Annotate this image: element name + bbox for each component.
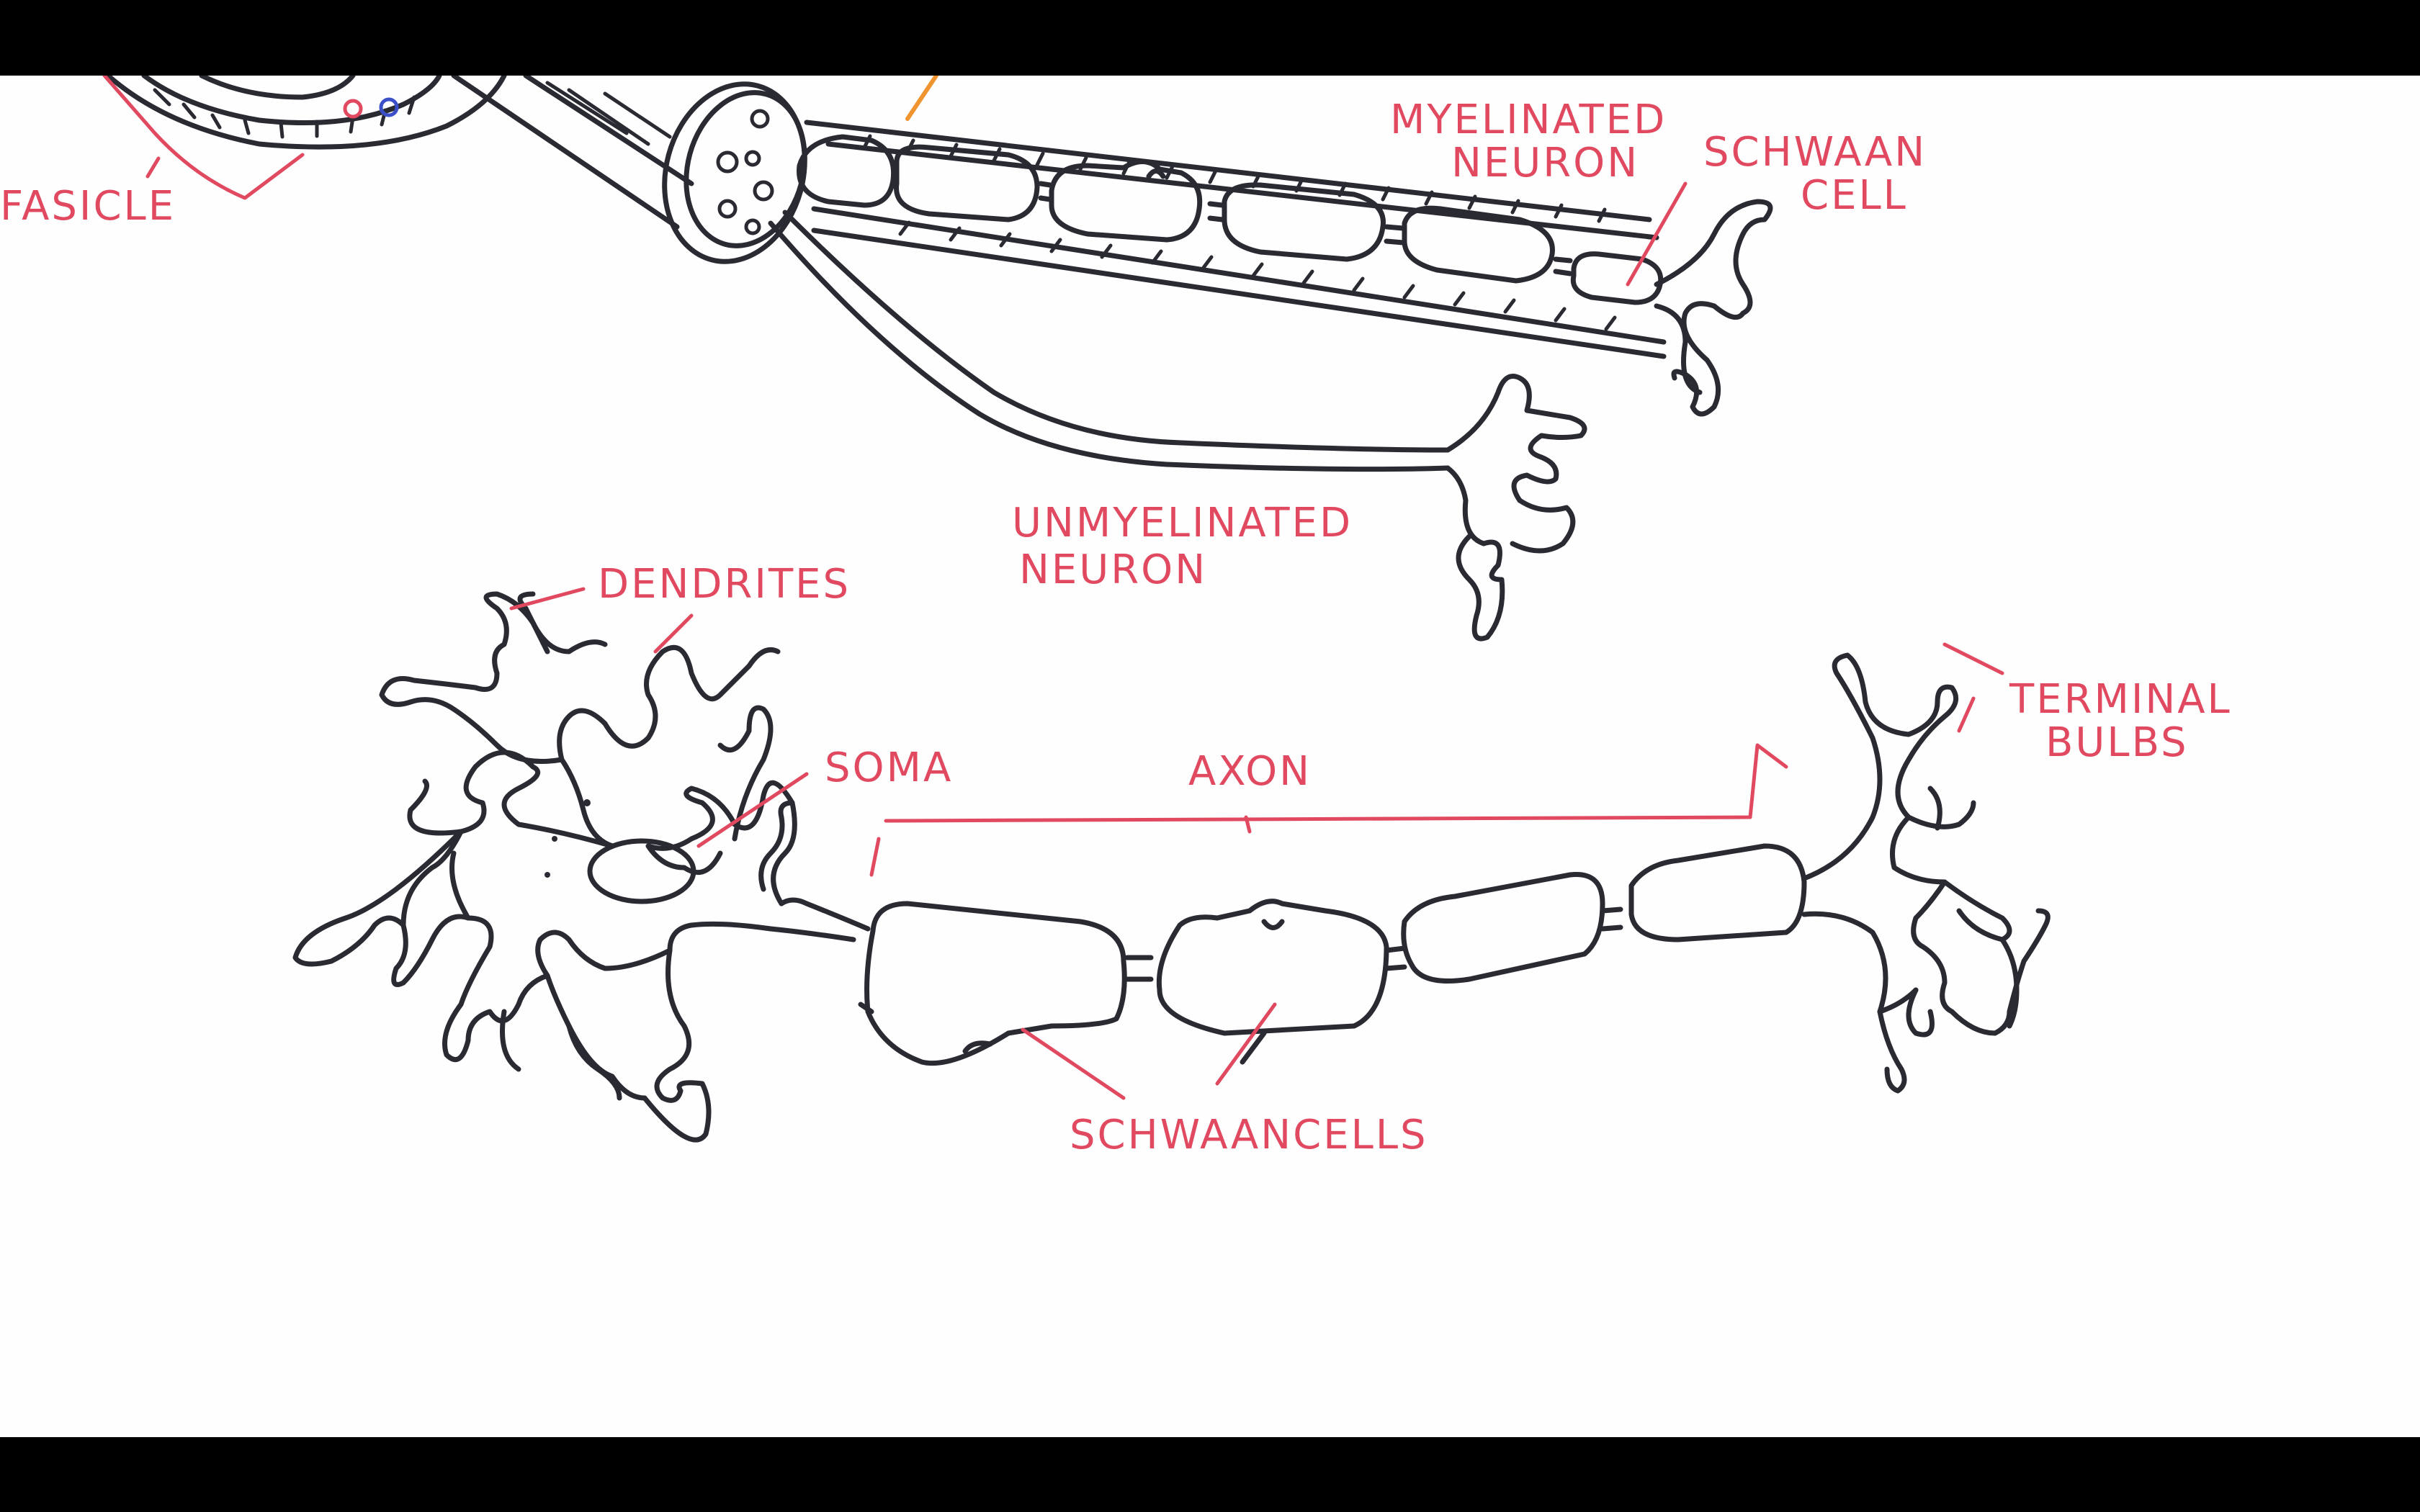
- nerve-fasicle-drawing: [102, 76, 938, 230]
- label-axon: AXON: [1188, 748, 1312, 795]
- neuron-diagram: FASICLE MYELINATED NEURON SCHWAAN CELL U…: [0, 76, 2232, 1158]
- myelinated-neuron-drawing: [797, 120, 1773, 417]
- label-terminal-line1: TERMINAL: [2009, 676, 2232, 723]
- unmyelinated-neuron-drawing: [768, 210, 1587, 642]
- label-fasicle: FASICLE: [0, 183, 176, 230]
- full-neuron-drawing: [292, 591, 2051, 1143]
- letterbox-bottom: [0, 1437, 2420, 1512]
- label-unmyelinated-line2: NEURON: [1019, 546, 1207, 593]
- letterbox-top: [0, 0, 2420, 76]
- label-unmyelinated-line1: UNMYELINATED: [1012, 500, 1353, 546]
- label-schwaan-cell-line2: CELL: [1801, 172, 1908, 219]
- diagram-labels: FASICLE MYELINATED NEURON SCHWAAN CELL U…: [0, 96, 2232, 1158]
- label-schwaan-cell-line1: SCHWAAN: [1703, 129, 1927, 176]
- label-terminal-line2: BULBS: [2045, 719, 2189, 766]
- label-leader-lines: [509, 181, 2004, 1100]
- label-dendrites: DENDRITES: [598, 561, 851, 608]
- label-myelinated-line1: MYELINATED: [1390, 96, 1667, 143]
- whiteboard: FASICLE MYELINATED NEURON SCHWAAN CELL U…: [0, 76, 2420, 1437]
- label-myelinated-line2: NEURON: [1451, 140, 1639, 186]
- label-soma: SOMA: [825, 744, 953, 791]
- label-schwaan-cells: SCHWAANCELLS: [1070, 1112, 1428, 1158]
